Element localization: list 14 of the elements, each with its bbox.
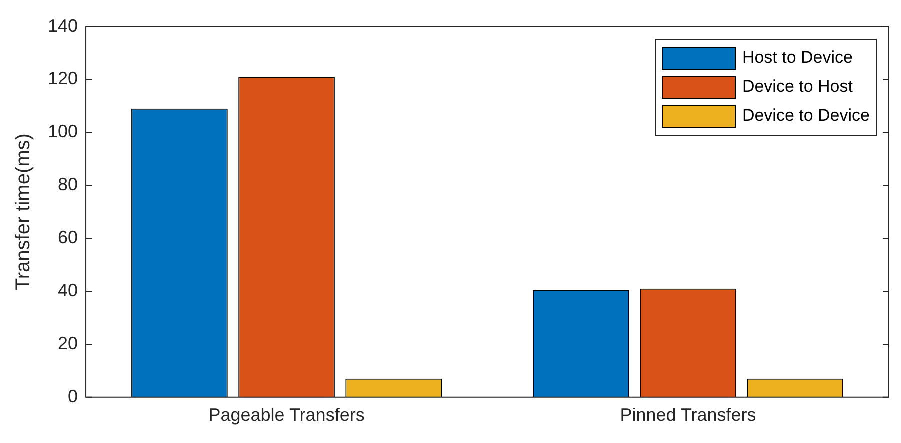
y-tick-label: 40 — [58, 280, 78, 300]
legend-label: Device to Host — [742, 77, 853, 98]
y-tick-label: 120 — [48, 68, 78, 89]
y-tick-label: 100 — [48, 122, 78, 142]
legend-label: Device to Device — [742, 106, 870, 126]
y-tick-label: 20 — [58, 333, 78, 354]
y-tick-label: 60 — [58, 228, 78, 248]
legend-label: Host to Device — [742, 48, 853, 68]
y-tick-label: 140 — [48, 16, 78, 36]
y-tick-label: 80 — [58, 174, 78, 195]
x-tick-label: Pageable Transfers — [208, 405, 365, 426]
y-tick-label: 0 — [68, 386, 78, 406]
y-axis-title: Transfer time(ms) — [12, 134, 35, 291]
x-tick-label: Pinned Transfers — [620, 405, 756, 426]
